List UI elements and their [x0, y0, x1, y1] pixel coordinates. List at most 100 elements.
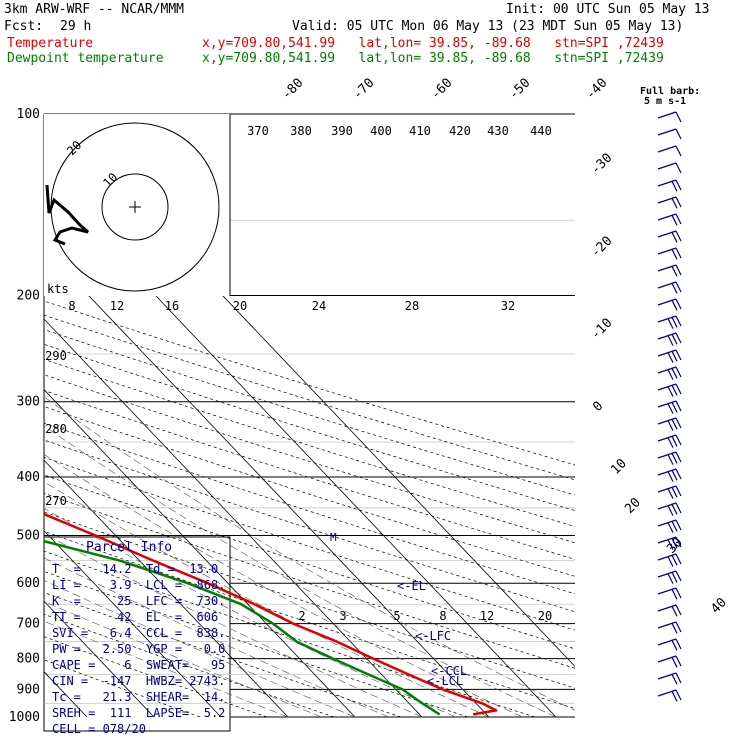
theta-label: 430 — [487, 124, 509, 138]
dry-adiabat-line — [44, 406, 575, 577]
parcel-level-label: <-LCL — [427, 674, 463, 688]
pressure-tick-label: 500 — [17, 528, 40, 543]
theta-label: 420 — [449, 124, 471, 138]
isotherm-line — [44, 247, 490, 717]
wind-barb — [657, 332, 682, 346]
wind-barb — [657, 604, 682, 617]
parcel-row: CIN = -147 HWBZ= 2743. — [52, 674, 226, 688]
pressure-tick-label: 300 — [17, 395, 40, 410]
wind-barb — [657, 128, 682, 140]
wind-key-unit: 5 m s-1 — [644, 96, 686, 107]
wind-key-label: Full barb: — [640, 86, 700, 97]
wind-scale-label: 8 — [68, 299, 75, 313]
theta-label: 410 — [409, 124, 431, 138]
mixing-ratio-label: 12 — [480, 609, 494, 623]
wind-barb — [657, 451, 682, 465]
isotherm-label: 40 — [708, 595, 730, 617]
dry-adiabat-line — [44, 636, 268, 717]
dry-adiabat-line — [44, 456, 575, 631]
theta-label: 400 — [370, 124, 392, 138]
isotherm-line — [44, 318, 423, 717]
forecast-hour: 29 h — [60, 19, 92, 34]
wind-barb — [657, 485, 682, 499]
wind-barb — [657, 196, 682, 209]
dry-adiabat-line — [44, 300, 575, 466]
hodograph-unit-label: kts — [47, 282, 69, 296]
parcel-row: K = 25 LFC = 730. — [52, 594, 226, 608]
isotherm-label: 10 — [608, 456, 630, 478]
isotherm-label: 30 — [664, 535, 686, 557]
wind-barb — [657, 638, 682, 651]
parcel-row: LI = 3.9 LCL = 868. — [52, 578, 226, 592]
mixing-ratio-label: 5 — [393, 609, 400, 623]
moist-adiabat-line — [44, 425, 557, 717]
dry-adiabat-line — [44, 530, 575, 709]
isotherm-label: 0 — [590, 399, 606, 415]
pressure-tick-label: 100 — [17, 107, 40, 122]
wind-barb — [657, 145, 682, 157]
wind-barb — [657, 655, 682, 668]
wind-barb — [657, 434, 682, 448]
moist-adiabat-line — [44, 580, 356, 717]
isotherm-label: -60 — [428, 76, 455, 103]
wind-barb — [657, 621, 682, 634]
theta-label: 290 — [45, 349, 67, 363]
pressure-tick-label: 200 — [17, 289, 40, 304]
wind-barb — [657, 553, 682, 567]
temperature-line — [44, 512, 498, 716]
sounding-lines — [44, 512, 498, 716]
isotherm-label: -10 — [588, 316, 615, 343]
isotherm-label: -80 — [279, 76, 306, 103]
theta-label: 270 — [45, 494, 67, 508]
wind-barb — [657, 366, 682, 380]
init-time: Init: 00 UTC Sun 05 May 13 — [506, 2, 710, 17]
wind-scale-label: 16 — [165, 299, 179, 313]
parcel-level-label: <-EL — [397, 579, 426, 593]
moist-adiabat-line — [44, 507, 456, 717]
parcel-info-title: Parcel Info — [86, 540, 173, 555]
mixing-ratio-label: 8 — [439, 609, 446, 623]
dry-adiabat-line — [44, 550, 536, 717]
wind-barb — [657, 179, 682, 192]
isotherm-line — [44, 600, 155, 717]
wind-barb — [657, 570, 682, 584]
isotherm-label: -20 — [588, 234, 615, 261]
mixing-ratio-label: 3 — [339, 609, 346, 623]
wind-barb — [657, 111, 682, 123]
wind-scale-label: 28 — [405, 299, 419, 313]
isotherm-label: -50 — [506, 76, 533, 103]
wind-barb — [657, 468, 682, 482]
isotherm-label: -40 — [583, 76, 610, 103]
wind-barb — [657, 383, 682, 397]
theta-label: 440 — [530, 124, 552, 138]
temperature-location: x,y=709.80,541.99 lat,lon= 39.85, -89.68… — [202, 36, 664, 51]
wind-barb — [657, 213, 682, 226]
parcel-info-panel: Parcel Info T = 14.2 Td = 13.0 LI = 3.9 … — [44, 537, 230, 736]
wind-barb — [657, 417, 682, 431]
wind-barb — [657, 247, 682, 260]
wind-barb — [657, 519, 682, 533]
dewpoint-location: x,y=709.80,541.99 lat,lon= 39.85, -89.68… — [202, 51, 664, 66]
parcel-row: SREH = 111 LAPSE= 5.2 — [52, 706, 226, 720]
dry-adiabat-line — [44, 592, 402, 717]
wind-barb — [657, 349, 682, 363]
moist-adiabat-line — [44, 453, 523, 717]
wind-scale-label: 20 — [233, 299, 247, 313]
parcel-marker: M — [330, 531, 337, 544]
wind-barb — [657, 315, 682, 329]
wind-scale-label: 24 — [312, 299, 326, 313]
model-title: 3km ARW-WRF -- NCAR/MMM — [4, 2, 185, 17]
pressure-tick-label: 400 — [17, 470, 40, 485]
theta-label: 370 — [247, 124, 269, 138]
moist-adiabat-line — [44, 396, 575, 711]
pressure-tick-label: 800 — [17, 652, 40, 667]
isotherm-label: -70 — [350, 76, 377, 103]
wind-barb — [657, 162, 682, 174]
forecast-label: Fcst: — [4, 19, 44, 34]
dry-adiabat-line — [44, 329, 575, 496]
wind-barb — [657, 689, 682, 702]
moist-adiabat-line — [44, 601, 322, 717]
parcel-row: TT = 42 EL = 606 — [52, 610, 219, 624]
parcel-row: Tc = 21.3 SHEAR= 14. — [52, 690, 226, 704]
